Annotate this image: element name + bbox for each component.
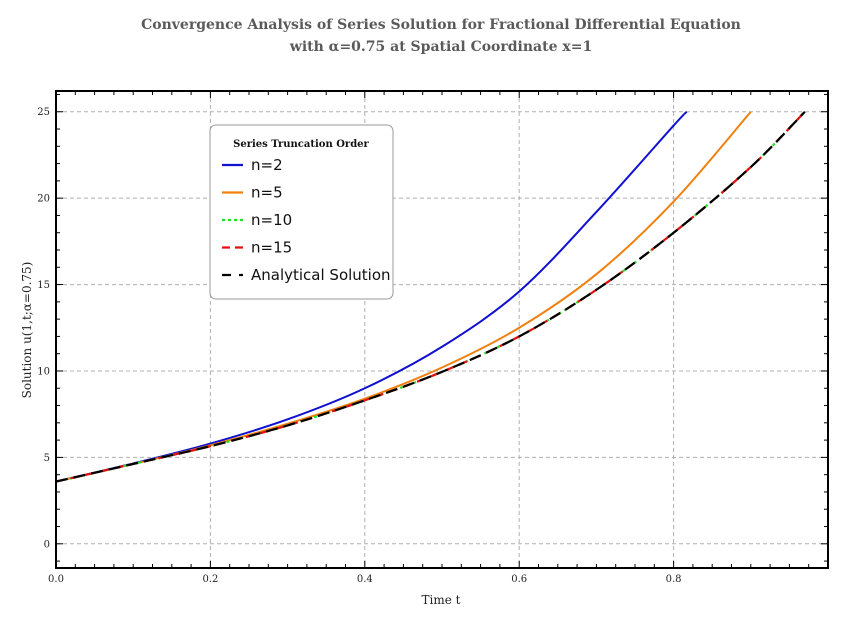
y-tick-label: 5 xyxy=(44,453,50,464)
legend-items: n=2 n=5 n=10 n=15 Analytical Solution xyxy=(222,156,391,284)
x-tick-label: 0.2 xyxy=(202,574,218,585)
x-axis-label: Time t xyxy=(422,593,461,607)
series-line-n-10 xyxy=(55,110,806,483)
y-tick-label: 15 xyxy=(37,280,50,291)
legend-title: Series Truncation Order xyxy=(233,139,369,150)
chart-title-line1: Convergence Analysis of Series Solution … xyxy=(141,17,741,33)
plot-frame xyxy=(55,90,829,569)
x-tick-label: 0.4 xyxy=(357,574,373,585)
legend-label-n-15: n=15 xyxy=(251,239,292,257)
y-tick-label: 20 xyxy=(37,194,50,205)
grid xyxy=(56,91,828,568)
chart-title-line2: with α=0.75 at Spatial Coordinate x=1 xyxy=(289,39,592,55)
y-tick-label: 0 xyxy=(44,539,50,550)
series-group xyxy=(55,110,806,483)
x-tick-label: 0.0 xyxy=(48,574,64,585)
series-line-n-2 xyxy=(55,111,688,483)
series-line-analytical-solution xyxy=(55,110,806,483)
series-line-n-5 xyxy=(55,111,752,483)
ticks: 0.0 0.2 0.4 0.6 0.8 0 5 10 15 20 25 xyxy=(37,91,828,585)
y-tick-label: 25 xyxy=(37,107,50,118)
y-tick-label: 10 xyxy=(37,366,50,377)
legend-label-n-5: n=5 xyxy=(251,184,283,202)
legend-box xyxy=(209,124,394,300)
legend-label-analytical-solution: Analytical Solution xyxy=(251,266,391,284)
legend-label-n-10: n=10 xyxy=(251,211,292,229)
y-axis-label: Solution u(1,t;α=0.75) xyxy=(20,262,34,399)
x-tick-label: 0.6 xyxy=(511,574,527,585)
series-line-n-15 xyxy=(55,110,806,483)
legend: Series Truncation Order n=2 n=5 n=10 n=15 An… xyxy=(209,124,394,300)
legend-label-n-2: n=2 xyxy=(251,156,283,174)
x-tick-label: 0.8 xyxy=(666,574,682,585)
